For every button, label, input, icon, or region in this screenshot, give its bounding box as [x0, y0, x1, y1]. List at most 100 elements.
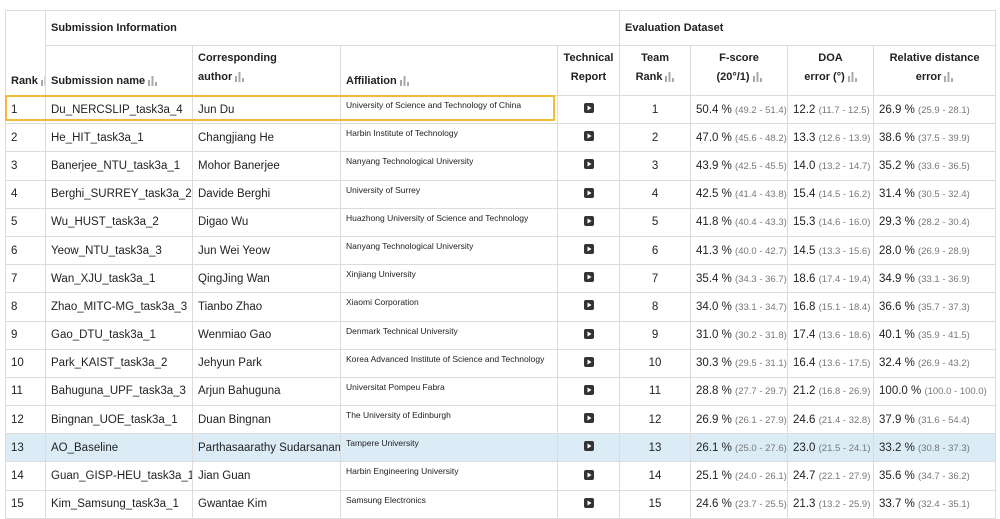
metric-value: 29.3 %	[879, 216, 915, 229]
metric-value: 100.0 %	[879, 385, 922, 398]
author-cell: Duan Bingnan	[192, 405, 341, 435]
team-rank-cell: 14	[619, 461, 692, 491]
report-link[interactable]	[583, 413, 594, 424]
table-row: 13 AO_Baseline Parthasaarathy Sudarsanam Ta…	[5, 433, 997, 463]
metric-value: 26.9 %	[696, 413, 732, 426]
confidence-interval: (35.7 - 37.3)	[918, 301, 970, 313]
f-score-cell: 28.8 % (27.7 - 29.7)	[690, 376, 789, 407]
metric-value: 35.2 %	[879, 159, 915, 172]
report-link[interactable]	[583, 244, 594, 255]
doa-cell: 17.4 (13.6 - 18.6)	[787, 320, 875, 350]
column-header[interactable]: Relative distance error	[873, 45, 997, 96]
sort-icon[interactable]	[847, 72, 857, 83]
metric-value: 14.5	[793, 244, 816, 257]
confidence-interval: (100.0 - 100.0)	[924, 386, 987, 398]
sort-icon[interactable]	[148, 76, 158, 87]
report-link[interactable]	[583, 300, 594, 311]
affiliation-cell: Korea Advanced Institute of Science and …	[340, 348, 558, 378]
confidence-interval: (40.4 - 43.3)	[735, 217, 787, 229]
confidence-interval: (17.4 - 19.4)	[818, 273, 871, 285]
rank-cell: 3	[5, 151, 46, 181]
author-cell: QingJing Wan	[192, 264, 341, 294]
header-text: Team	[641, 52, 669, 64]
report-cell	[556, 235, 621, 266]
table-body: 1 Du_NERCSLIP_task3a_4 Jun Du University of…	[5, 94, 997, 519]
rank-cell: 10	[5, 348, 46, 378]
metric-value: 15.3	[793, 216, 816, 229]
sort-icon[interactable]	[40, 76, 46, 87]
report-link[interactable]	[583, 469, 594, 480]
report-cell	[556, 151, 621, 181]
report-link[interactable]	[583, 441, 594, 452]
affiliation-cell: Nanyang Technological University	[340, 151, 558, 181]
report-link[interactable]	[583, 131, 594, 142]
submission-cell: Gao_DTU_task3a_1	[45, 320, 193, 350]
report-link[interactable]	[583, 328, 594, 339]
f-score-cell: 30.3 % (29.5 - 31.1)	[690, 348, 789, 378]
confidence-interval: (37.5 - 39.9)	[918, 132, 970, 144]
table-row: 5 Wu_HUST_task3a_2 Digao Wu Huazhong Univer…	[5, 207, 997, 237]
report-cell	[556, 433, 621, 463]
sort-icon[interactable]	[399, 76, 409, 87]
report-link[interactable]	[583, 215, 594, 226]
confidence-interval: (15.1 - 18.4)	[818, 301, 871, 313]
report-cell	[556, 264, 621, 294]
metric-value: 33.2 %	[879, 441, 915, 454]
f-score-cell: 25.1 % (24.0 - 26.1)	[690, 461, 789, 491]
report-link[interactable]	[583, 103, 594, 114]
confidence-interval: (13.3 - 15.6)	[818, 245, 871, 257]
author-cell: Wenmiao Gao	[192, 320, 341, 350]
confidence-interval: (11.7 - 12.5)	[818, 104, 870, 116]
submission-cell: Park_KAIST_task3a_2	[45, 348, 193, 378]
f-score-cell: 42.5 % (41.4 - 43.8)	[690, 179, 789, 209]
page: {"header":{"rank":"Rank","group_submissi…	[5, 10, 997, 519]
team-rank-cell: 2	[619, 123, 692, 153]
report-link[interactable]	[583, 497, 594, 508]
relative-distance-cell: 26.9 % (25.9 - 28.1)	[873, 94, 997, 125]
column-header[interactable]: DOA error (°)	[787, 45, 875, 96]
report-link[interactable]	[583, 384, 594, 395]
column-header[interactable]: Corresponding author	[192, 45, 341, 96]
sort-icon[interactable]	[235, 72, 245, 83]
column-header[interactable]: Team Rank	[619, 45, 692, 96]
confidence-interval: (26.1 - 27.9)	[735, 414, 787, 426]
doa-cell: 16.4 (13.6 - 17.5)	[787, 348, 875, 378]
table-row: 12 Bingnan_UOE_task3a_1 Duan Bingnan The Un…	[5, 405, 997, 435]
report-cell	[556, 207, 621, 237]
doa-cell: 21.3 (13.2 - 25.9)	[787, 489, 875, 519]
sort-icon[interactable]	[752, 72, 762, 83]
sort-icon[interactable]	[944, 72, 954, 83]
report-link[interactable]	[583, 159, 594, 170]
report-link[interactable]	[583, 356, 594, 367]
confidence-interval: (49.2 - 51.4)	[735, 104, 787, 116]
report-link[interactable]	[583, 187, 594, 198]
f-score-cell: 41.8 % (40.4 - 43.3)	[690, 207, 789, 237]
doa-cell: 15.4 (14.5 - 16.2)	[787, 179, 875, 209]
rank-cell: 6	[5, 235, 46, 266]
table-row: 11 Bahuguna_UPF_task3a_3 Arjun Bahuguna Uni…	[5, 376, 997, 407]
report-link[interactable]	[583, 272, 594, 283]
rank-header[interactable]: Rank	[5, 10, 46, 96]
submission-cell: AO_Baseline	[45, 433, 193, 463]
rank-cell: 5	[5, 207, 46, 237]
column-header[interactable]: Submission name	[45, 45, 193, 96]
author-cell: Gwantae Kim	[192, 489, 341, 519]
header-text: Technical	[563, 52, 614, 64]
results-table: Rank Submission Information Evaluation D…	[5, 10, 997, 519]
sort-icon[interactable]	[665, 72, 675, 83]
header-text: Affiliation	[346, 75, 409, 87]
f-score-cell: 26.1 % (25.0 - 27.6)	[690, 433, 789, 463]
confidence-interval: (22.1 - 27.9)	[818, 471, 871, 483]
metric-value: 50.4 %	[696, 103, 732, 116]
metric-value: 38.6 %	[879, 131, 915, 144]
relative-distance-cell: 31.4 % (30.5 - 32.4)	[873, 179, 997, 209]
confidence-interval: (21.5 - 24.1)	[818, 442, 871, 454]
affiliation-cell: Huazhong University of Science and Techn…	[340, 207, 558, 237]
team-rank-cell: 1	[619, 94, 692, 125]
report-cell	[556, 489, 621, 519]
column-header[interactable]: Affiliation	[340, 45, 558, 96]
column-header[interactable]: F-score (20°/1)	[690, 45, 789, 96]
metric-value: 24.6 %	[696, 498, 732, 511]
affiliation-cell: The University of Edinburgh	[340, 405, 558, 435]
submission-cell: Berghi_SURREY_task3a_2	[45, 179, 193, 209]
